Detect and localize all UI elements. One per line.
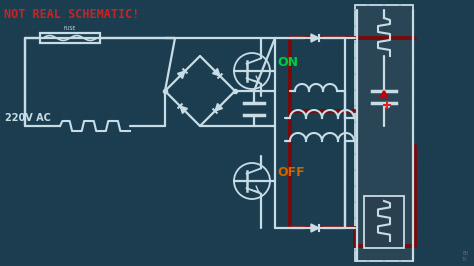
Text: FUSE: FUSE	[64, 26, 76, 31]
Text: ON: ON	[277, 56, 298, 69]
Polygon shape	[215, 103, 222, 111]
Polygon shape	[311, 224, 319, 232]
Text: 220V AC: 220V AC	[5, 113, 51, 123]
Bar	[355, 5, 413, 261]
Text: OFF: OFF	[277, 166, 305, 179]
Polygon shape	[311, 34, 319, 42]
Text: NOT REAL SCHEMATIC!: NOT REAL SCHEMATIC!	[4, 8, 139, 21]
Polygon shape	[212, 69, 220, 76]
Bar	[364, 196, 404, 248]
Text: BN
TV: BN TV	[462, 251, 468, 262]
Polygon shape	[180, 106, 187, 114]
Polygon shape	[178, 71, 185, 78]
Bar	[40, 33, 100, 43]
